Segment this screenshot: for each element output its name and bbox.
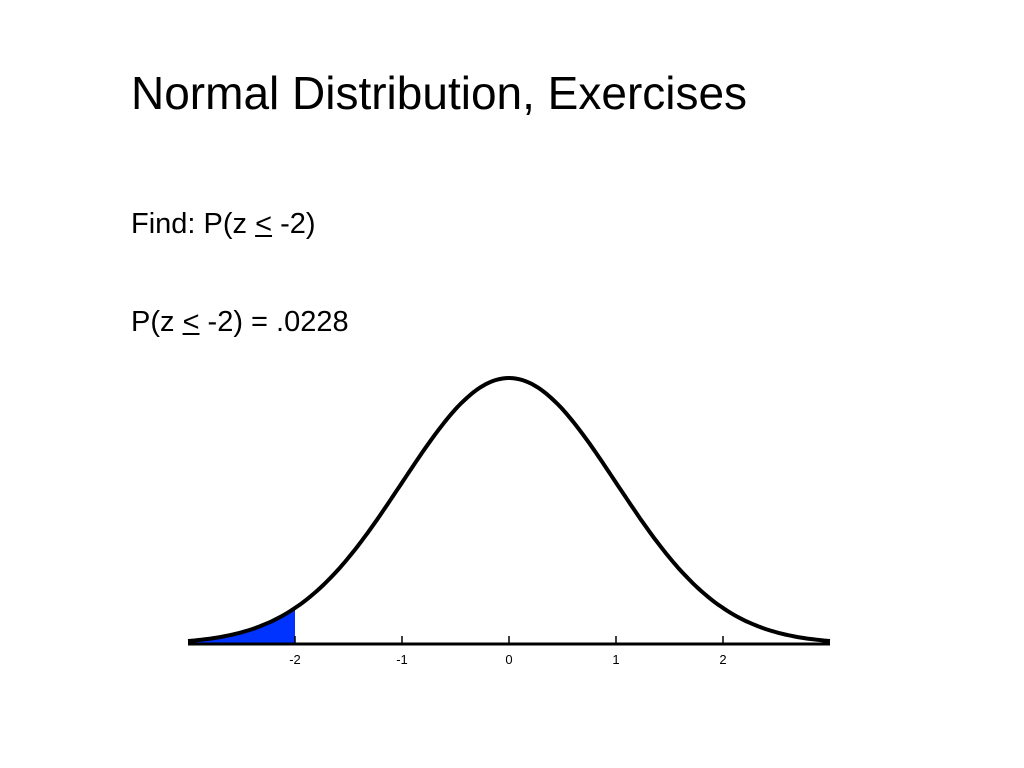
x-tick-label: 1 [612,652,619,667]
text: -2) [272,208,316,240]
shaded-area [188,608,295,644]
x-tick-label: 2 [719,652,726,667]
text: P(z [131,306,183,338]
x-tick-label: 0 [505,652,512,667]
text: < [182,306,200,338]
slide-title: Normal Distribution, Exercises [131,67,748,119]
x-tick-label: -1 [396,652,408,667]
text: -2) = .0228 [199,306,349,338]
curve [187,376,831,643]
text: < [255,208,273,240]
text: Find: P(z [131,208,256,240]
question-line: Find: P(z < -2) [131,208,316,241]
answer-line: P(z < -2) = .0228 [131,306,349,339]
x-tick-label: -2 [289,652,301,667]
